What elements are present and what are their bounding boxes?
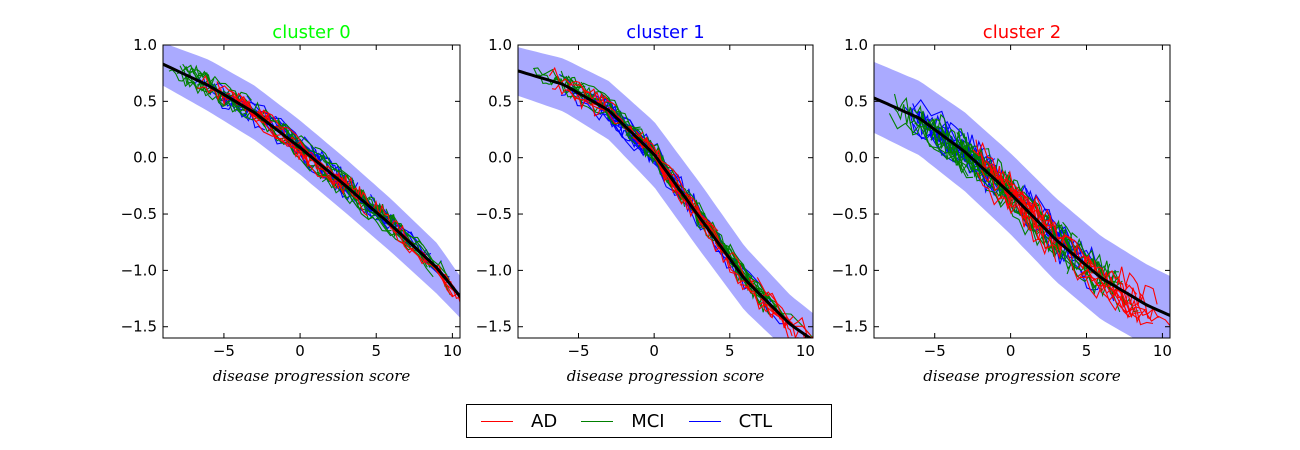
panel-title: cluster 2 [983,22,1061,43]
trajectory-mci [176,71,236,112]
plot-area-0 [163,45,460,318]
trajectory-mci [914,122,974,179]
trajectory-ad [635,130,719,232]
y-tick-label: −0.5 [476,205,512,223]
trajectory-ad [1077,270,1154,326]
y-tick-label: 1.0 [488,36,512,54]
y-tick-label: −1.0 [476,261,512,279]
trajectory-ad [1114,285,1156,320]
trajectory-ad [1067,254,1147,314]
legend-item-mci: MCI [581,410,665,432]
y-tick-label: 0.5 [844,92,868,110]
x-tick-label: −5 [924,342,946,360]
x-tick-label: 10 [796,342,815,360]
x-axis-label: disease progression score [923,367,1121,385]
y-tick-label: 0.5 [133,92,157,110]
y-tick-label: −1.5 [121,318,157,336]
x-tick-label: −5 [567,342,589,360]
legend: AD MCI CTL [466,404,832,438]
y-tick-label: 0.0 [488,149,512,167]
x-axis-label: disease progression score [567,367,765,385]
legend-item-ad: AD [481,411,557,432]
trajectory-mci [958,128,990,174]
y-tick-label: −1.5 [832,318,868,336]
trajectory-ad [567,80,617,107]
trajectory-ad [1006,198,1064,260]
trajectory-ctl [909,98,985,160]
trajectory-ad [559,81,623,125]
legend-swatch-ctl [688,420,721,422]
trajectory-mci [181,72,239,111]
confidence-band [163,45,460,318]
mean-curve [518,69,813,338]
mean-curve [874,96,1170,318]
x-tick-label: 5 [725,342,735,360]
y-tick-label: 0.5 [488,92,512,110]
y-tick-label: −0.5 [832,205,868,223]
y-tick-label: 0.0 [844,149,868,167]
trajectory-ad [1117,266,1158,305]
chart-panel-1: −5 0 5 10 1.0 0.5 0.0 −0.5 −1.0 −1.5 cluster 1 dise… [476,22,815,385]
trajectory-ad [584,90,644,138]
trajectory-mci [377,205,423,246]
plot-area-2 [874,61,1170,338]
trajectory-ad [1006,182,1040,230]
x-tick-label: 0 [295,342,305,360]
trajectory-ad [1083,257,1138,296]
x-tick-label: −5 [213,342,235,360]
trajectory-mci [188,66,215,88]
plot-area-1 [518,47,813,338]
y-tick-label: −1.0 [121,261,157,279]
y-tick-label: 1.0 [844,36,868,54]
chart-panel-0: −5 0 5 10 1.0 0.5 0.0 −0.5 −1.0 −1.5 cluster 0 dise… [121,22,462,385]
y-tick-label: 1.0 [133,36,157,54]
trajectory-ad [333,173,359,200]
axes-frame [873,44,1171,339]
trajectory-mci [193,70,252,104]
chart-panel-2: −5 0 5 10 1.0 0.5 0.0 −0.5 −1.0 −1.5 cluster 2 dise… [832,22,1172,385]
axes-frame [517,44,814,339]
legend-swatch-mci [581,420,614,422]
trajectory-mci [179,64,205,81]
trajectory-mci [580,81,652,144]
panel-title: cluster 0 [272,22,350,43]
trajectory-mci [722,244,786,321]
trajectory-ad [976,172,1057,263]
y-tick-label: −1.5 [476,318,512,336]
panel-title: cluster 1 [626,22,704,43]
y-tick-label: −1.0 [832,261,868,279]
trajectory-mci [316,171,377,221]
x-tick-label: 5 [1082,342,1092,360]
trajectory-ad [1078,275,1141,318]
y-tick-label: −0.5 [121,205,157,223]
trajectory-mci [930,130,969,177]
legend-item-ctl: CTL [688,410,773,432]
trajectory-mci [314,146,364,196]
legend-swatch-ad [481,420,513,422]
trajectory-ad [548,66,609,108]
trajectory-ad [1093,260,1128,296]
axes-frame [162,44,461,339]
y-tick-label: 0.0 [133,149,157,167]
legend-label-ctl: CTL [738,410,773,432]
trajectory-mci [1014,188,1070,251]
x-tick-label: 0 [1006,342,1016,360]
x-tick-label: 10 [443,342,462,360]
x-tick-label: 5 [371,342,381,360]
trajectory-ad [1040,214,1097,270]
trajectory-mci [893,93,947,141]
trajectory-ad [975,139,1013,188]
x-axis-label: disease progression score [213,367,411,385]
trajectory-ad [980,151,1054,225]
x-tick-label: 0 [649,342,659,360]
legend-label-ad: AD [531,410,558,432]
confidence-band [518,47,813,338]
mean-curve [163,62,460,299]
trajectory-ad [725,256,779,315]
trajectory-mci [994,192,1056,256]
trajectory-mci [277,117,310,154]
x-tick-label: 10 [1153,342,1172,360]
legend-label-mci: MCI [631,410,665,432]
